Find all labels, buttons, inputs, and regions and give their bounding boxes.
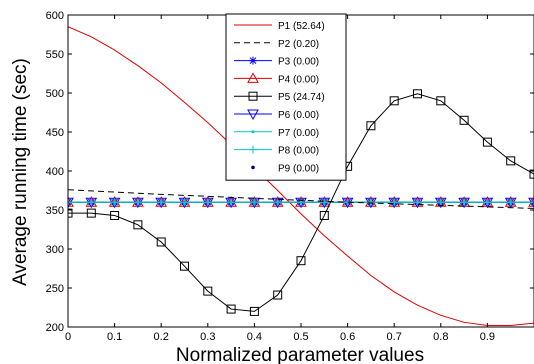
legend-label: P3 (0.00)	[278, 57, 319, 68]
legend-label: P6 (0.00)	[278, 110, 319, 121]
series-8-marker	[87, 198, 96, 207]
legend-marker	[251, 130, 255, 134]
series-8-marker	[133, 198, 142, 207]
series-8-marker	[506, 198, 515, 207]
x-tick-label: 0.1	[107, 331, 122, 343]
series-5-marker	[389, 96, 399, 106]
series-8-marker	[390, 198, 399, 207]
series-5-marker	[203, 286, 213, 296]
series-8-marker	[366, 198, 375, 207]
series-5-marker	[226, 304, 236, 314]
legend-label: P7 (0.00)	[278, 128, 319, 139]
y-tick-label: 250	[46, 283, 64, 295]
legend-item-2: P2 (0.20)	[234, 39, 319, 50]
series-2-line	[68, 189, 534, 209]
y-tick-label: 450	[46, 127, 64, 139]
legend-marker	[247, 72, 259, 83]
series-1-line	[68, 26, 534, 326]
series-8-marker	[297, 198, 305, 207]
legend-label: P9 (0.00)	[278, 163, 319, 174]
series-8-marker	[250, 198, 259, 207]
series-5-marker	[86, 208, 96, 218]
legend-marker	[251, 165, 255, 170]
series-8-marker	[68, 198, 72, 207]
legend-label: P5 (24.74)	[278, 92, 325, 103]
legend-label: P1 (52.64)	[278, 21, 325, 32]
x-tick-label: 0.8	[433, 331, 448, 343]
series-5-marker	[110, 210, 120, 220]
y-tick-label: 500	[46, 88, 64, 100]
x-tick-label: 0.7	[387, 331, 402, 343]
y-tick-label: 550	[46, 49, 64, 61]
y-tick-label: 400	[46, 166, 64, 178]
y-axis-title: Average running time (sec)	[10, 58, 31, 286]
series-5-marker	[156, 237, 166, 247]
series-5-marker	[413, 89, 422, 99]
series-5-marker	[273, 290, 283, 300]
series-5-marker	[529, 169, 534, 179]
series-1	[68, 26, 534, 326]
series-5	[68, 89, 534, 316]
legend-item-8: P8 (0.00)	[234, 145, 319, 157]
legend-box	[225, 13, 347, 181]
series-5-line	[68, 93, 534, 312]
series-5-marker	[249, 306, 259, 316]
series-5-marker	[482, 137, 492, 147]
legend-item-9: P9 (0.00)	[251, 163, 319, 174]
series-5-marker	[459, 115, 469, 125]
series-8-marker	[413, 198, 422, 207]
x-tick-label: 0.6	[340, 331, 355, 343]
legend-label: P2 (0.20)	[278, 39, 319, 50]
series-5-marker	[436, 96, 446, 106]
series-8-marker	[483, 198, 492, 207]
legend-item-6: P6 (0.00)	[234, 109, 319, 121]
y-tick-label: 600	[46, 10, 64, 22]
series-8-marker	[460, 198, 469, 207]
legend-label: P4 (0.00)	[278, 74, 319, 85]
legend-item-1: P1 (52.64)	[234, 21, 325, 32]
series-5-marker	[68, 208, 73, 218]
series-8-marker	[157, 198, 166, 207]
series-8-marker	[530, 198, 534, 207]
series-8-marker	[110, 198, 119, 207]
x-tick-label: 0.5	[293, 331, 308, 343]
y-tick-label: 200	[46, 322, 64, 334]
legend-marker	[249, 145, 257, 154]
x-tick-label: 0.4	[247, 331, 262, 343]
legend-item-3: P3 (0.00)	[234, 57, 319, 68]
legend-item-4: P4 (0.00)	[234, 72, 319, 85]
legend-item-5: P5 (24.74)	[234, 91, 325, 103]
legend-label: P8 (0.00)	[278, 146, 319, 157]
series-8-marker	[227, 198, 236, 207]
x-axis-title: Normalized parameter values	[176, 345, 424, 364]
series-5-marker	[133, 220, 143, 230]
series-2	[68, 189, 534, 209]
legend-item-7: P7 (0.00)	[234, 128, 319, 139]
series-8-marker	[180, 198, 189, 207]
legend-marker	[249, 56, 257, 65]
y-tick-label: 350	[46, 205, 64, 217]
series-5-marker	[319, 210, 329, 220]
series-8-marker	[203, 198, 212, 207]
series-5-marker	[296, 256, 306, 266]
series-5-marker	[180, 261, 189, 271]
x-tick-label: 0.9	[480, 331, 495, 343]
series-8-marker	[273, 198, 282, 207]
series-5-marker	[506, 156, 516, 166]
legend-marker	[247, 109, 259, 121]
series-5-marker	[366, 121, 376, 131]
series-8-marker	[320, 198, 329, 207]
y-tick-label: 300	[46, 244, 64, 256]
series-layer	[68, 26, 534, 326]
x-tick-label: 0.2	[154, 331, 169, 343]
legend: P1 (52.64) P2 (0.20) P3 (0.00) P4 (0.00) P5 …	[225, 13, 347, 181]
x-tick-label: 0	[65, 331, 71, 343]
legend-marker	[248, 91, 258, 101]
x-tick-label: 0.3	[200, 331, 215, 343]
